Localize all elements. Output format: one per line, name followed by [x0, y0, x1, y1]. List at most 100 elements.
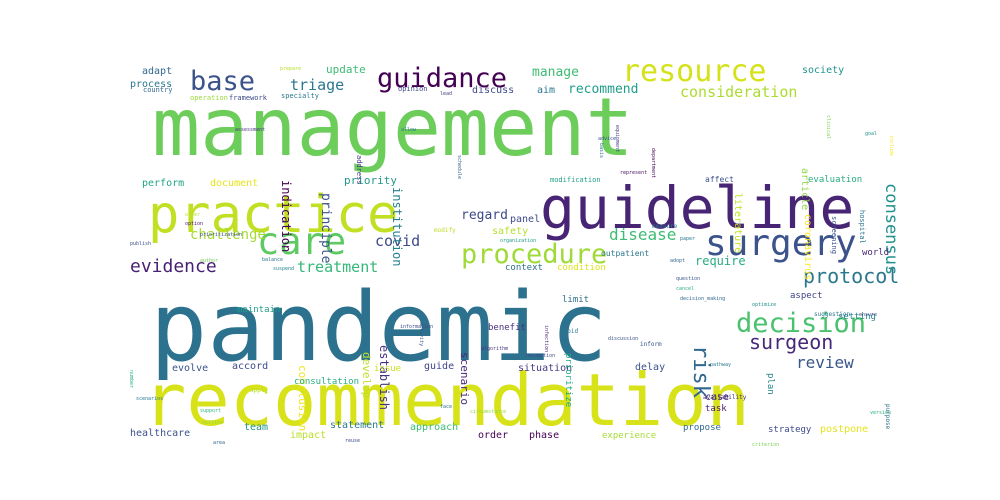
word-benefit: benefit — [488, 323, 526, 333]
word-prepare: prepare — [280, 66, 301, 72]
word-literature: literature — [732, 193, 743, 253]
word-limit: limit — [562, 295, 589, 305]
word-impact: impact — [290, 430, 326, 441]
word-world: world — [862, 248, 889, 258]
word-condition: condition — [557, 263, 606, 273]
word-principle: principle — [318, 193, 333, 264]
word-phase: phase — [529, 430, 559, 441]
word-statement: statement — [330, 420, 384, 431]
word-outline: outline — [202, 420, 223, 426]
word-criterion: criterion — [752, 442, 779, 448]
word-task: task — [705, 404, 727, 414]
word-resource: resource — [622, 54, 767, 89]
word-consideration: consideration — [680, 83, 797, 101]
word-delay: delay — [635, 362, 665, 373]
word-article: article — [799, 168, 810, 210]
word-procedure: procedure — [461, 239, 607, 270]
word-operation: operation — [190, 94, 228, 102]
word-equipment: equipment — [614, 125, 620, 152]
word-surgery: surgery — [705, 223, 857, 264]
word-evolve: evolve — [172, 363, 208, 374]
word-ensure: ensure — [859, 312, 877, 318]
word-paper: paper — [680, 236, 695, 242]
word-covid: covid — [375, 232, 420, 250]
word-clinical: clinical — [825, 115, 831, 139]
word-panel: panel — [510, 214, 540, 225]
word-inform: inform — [640, 341, 662, 348]
word-update: update — [326, 63, 366, 76]
word-include: include — [888, 135, 894, 156]
word-schedule: schedule — [456, 155, 462, 179]
word-surgeon: surgeon — [749, 330, 833, 354]
word-perform: perform — [142, 178, 184, 189]
word-adopt: adopt — [670, 258, 685, 264]
word-opinion: opinion — [398, 85, 428, 93]
word-publish: publish — [130, 241, 151, 247]
word-require: require — [695, 254, 746, 268]
word-issue: issue — [374, 364, 401, 374]
word-outpatient: outpatient — [601, 249, 649, 258]
word-availability: availability — [703, 394, 747, 401]
word-context: context — [505, 263, 543, 273]
word-aim: aim — [537, 85, 555, 96]
word-hospital: hospital — [858, 210, 866, 244]
word-case: case — [705, 392, 729, 403]
word-recommend: recommend — [568, 82, 638, 97]
word-recommendation: recommendation — [143, 358, 750, 442]
word-process: process — [130, 79, 172, 90]
word-consensus: consensus — [881, 183, 901, 275]
word-plan: plan — [765, 373, 775, 395]
word-framework: framework — [229, 94, 268, 102]
word-pathway: pathway — [710, 362, 731, 368]
word-version: version — [870, 410, 891, 416]
word-healthcare: healthcare — [130, 428, 190, 439]
word-pandemic: pandemic — [150, 273, 608, 383]
word-indication: indication — [279, 180, 293, 252]
word-modification: modification — [550, 176, 601, 184]
word-specialty: specialty — [281, 92, 319, 100]
word-address: address — [355, 155, 363, 185]
word-option: option — [185, 221, 203, 227]
word-optimize: optimize — [752, 302, 776, 308]
word-document: document — [210, 178, 258, 189]
word-apply: apply — [250, 387, 268, 394]
word-area: area — [213, 440, 225, 446]
word-triage: triage — [290, 76, 344, 94]
word-cancel: cancel — [676, 286, 694, 292]
word-modify: modify — [434, 227, 456, 234]
word-basis: basis — [598, 143, 604, 158]
word-activity: activity — [418, 322, 424, 346]
word-screening: screening — [830, 216, 838, 254]
word-discuss: discuss — [472, 85, 514, 96]
word-evaluation: evaluation — [808, 175, 862, 185]
word-circumstance: circumstance — [470, 409, 506, 415]
word-treatment: treatment — [297, 258, 378, 276]
word-allow: allow — [401, 127, 417, 133]
word-regard: regard — [461, 208, 508, 223]
word-conclusion: conclusion — [296, 365, 309, 431]
word-consultation: consultation — [294, 377, 359, 387]
word-coronavirus: coronavirus — [802, 214, 813, 280]
word-setting: setting — [838, 312, 876, 322]
word-balance: balance — [262, 257, 283, 263]
word-maintain: maintain — [237, 305, 280, 315]
word-suggestion: suggestion — [814, 311, 851, 318]
word-care: care — [257, 220, 346, 263]
word-scenario: scenario — [458, 352, 471, 405]
word-scenarios: scenarios — [136, 396, 163, 402]
word-prioritize: prioritize — [563, 353, 573, 407]
word-practice: practice — [148, 185, 398, 245]
word-represent: represent — [620, 170, 647, 176]
word-support: support — [200, 408, 221, 414]
word-propose: propose — [683, 423, 721, 433]
word-base: base — [190, 66, 255, 97]
word-develop: develop — [360, 352, 373, 398]
word-manage: manage — [532, 65, 579, 80]
word-goal: goal — [865, 131, 877, 137]
word-resumption: resumption — [525, 353, 555, 359]
word-review: review — [796, 353, 854, 372]
word-advice: advice — [598, 136, 616, 142]
word-number: number — [128, 370, 134, 388]
word-protocol: protocol — [803, 264, 899, 288]
